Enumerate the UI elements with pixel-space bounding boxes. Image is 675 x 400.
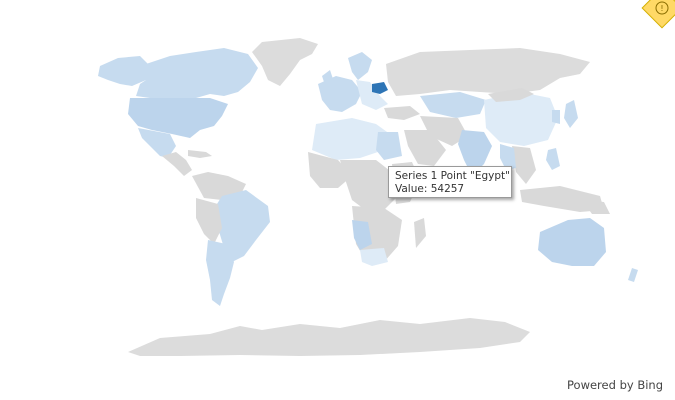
- region-india[interactable]: [458, 130, 492, 176]
- region-uk[interactable]: [322, 70, 334, 88]
- region-brazil[interactable]: [212, 190, 270, 262]
- region-central-america[interactable]: [162, 152, 192, 176]
- region-west-africa[interactable]: [308, 152, 352, 188]
- region-mongolia[interactable]: [488, 88, 534, 102]
- map-tooltip: Series 1 Point "Egypt" Value: 54257: [388, 166, 512, 198]
- warning-glyph: !: [660, 4, 663, 13]
- region-alaska[interactable]: [98, 56, 148, 86]
- region-indochina[interactable]: [500, 144, 516, 170]
- region-south-africa[interactable]: [360, 248, 388, 266]
- region-central-africa[interactable]: [340, 160, 398, 212]
- region-madagascar[interactable]: [414, 218, 426, 248]
- region-greenland[interactable]: [252, 38, 318, 86]
- region-indonesia[interactable]: [520, 186, 604, 212]
- region-north-africa[interactable]: [312, 118, 390, 160]
- region-antarctica[interactable]: [128, 318, 530, 356]
- region-southeast-asia[interactable]: [512, 146, 536, 184]
- region-southern-africa[interactable]: [352, 206, 402, 264]
- region-argentina[interactable]: [206, 240, 234, 306]
- region-japan[interactable]: [564, 100, 578, 128]
- region-namibia[interactable]: [352, 220, 372, 250]
- region-arabia[interactable]: [404, 130, 446, 166]
- region-iran[interactable]: [420, 116, 468, 146]
- tooltip-value: Value: 54257: [395, 183, 465, 195]
- warning-badge-background: [641, 0, 675, 29]
- region-korea[interactable]: [552, 110, 560, 124]
- warning-icon: [655, 1, 669, 15]
- region-south-america-north[interactable]: [192, 172, 246, 200]
- region-andes[interactable]: [196, 198, 222, 244]
- region-australia[interactable]: [538, 218, 606, 266]
- warning-badge[interactable]: !: [640, 0, 675, 30]
- region-turkey[interactable]: [384, 106, 420, 120]
- powered-by-bing: Powered by Bing: [567, 378, 663, 392]
- region-philippines[interactable]: [546, 148, 560, 170]
- region-europe-east[interactable]: [356, 80, 388, 110]
- region-egypt[interactable]: [376, 132, 402, 160]
- region-scandinavia[interactable]: [348, 52, 372, 80]
- region-china[interactable]: [484, 92, 558, 146]
- tooltip-title: Series 1 Point "Egypt": [395, 170, 511, 182]
- region-belarus[interactable]: [372, 82, 388, 94]
- region-mexico[interactable]: [138, 128, 176, 158]
- region-new-zealand[interactable]: [628, 268, 638, 282]
- region-russia[interactable]: [386, 48, 590, 96]
- region-canada[interactable]: [136, 48, 258, 98]
- region-central-asia[interactable]: [420, 92, 486, 118]
- region-papua[interactable]: [582, 200, 610, 214]
- region-usa[interactable]: [128, 98, 228, 138]
- region-caribbean[interactable]: [188, 150, 212, 158]
